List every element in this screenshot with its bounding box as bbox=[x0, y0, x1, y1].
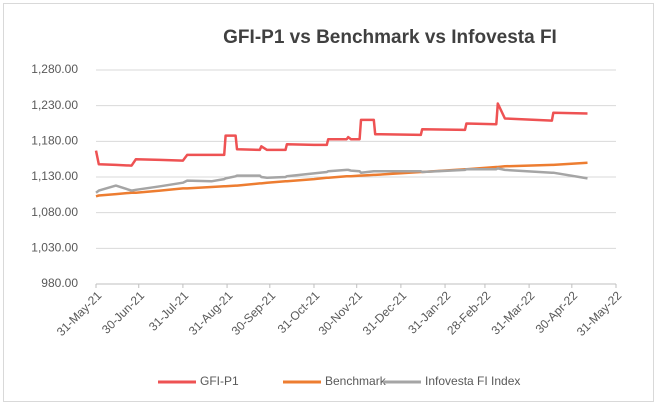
series-line bbox=[95, 167, 588, 194]
legend-label: Infovesta FI Index bbox=[425, 374, 520, 388]
legend-label: GFI-P1 bbox=[200, 374, 239, 388]
chart-title: GFI-P1 vs Benchmark vs Infovesta FI bbox=[223, 27, 557, 48]
y-tick-label: 1,180.00 bbox=[31, 134, 78, 148]
y-tick-label: 1,280.00 bbox=[31, 62, 78, 76]
y-tick-label: 1,230.00 bbox=[31, 98, 78, 112]
y-tick-label: 1,130.00 bbox=[31, 169, 78, 183]
y-tick-label: 1,030.00 bbox=[31, 241, 78, 255]
chart-border bbox=[3, 3, 654, 402]
y-tick-label: 1,080.00 bbox=[31, 205, 78, 219]
y-tick-label: 980.00 bbox=[41, 276, 78, 290]
series-line bbox=[94, 102, 588, 167]
legend-label: Benchmark bbox=[325, 374, 387, 388]
